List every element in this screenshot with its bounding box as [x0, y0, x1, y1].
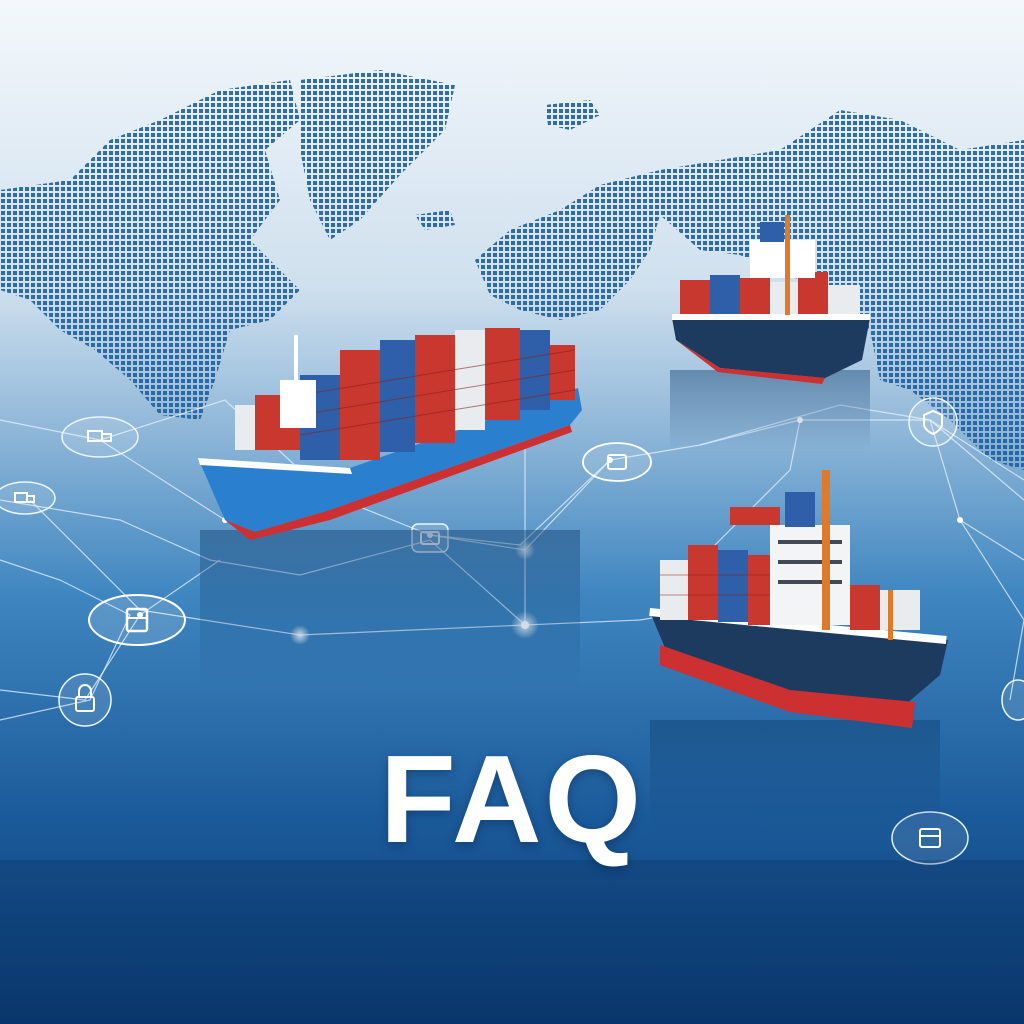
ship-hull: [198, 388, 582, 532]
ship-hull: [672, 318, 870, 378]
shield-icon: [908, 397, 958, 447]
ship-bridge: [280, 380, 316, 428]
ship-containers: [235, 328, 576, 460]
container-icon: [582, 442, 652, 482]
map-europe: [475, 185, 660, 320]
container-ship-large: [198, 328, 582, 540]
world-map: [0, 70, 1024, 470]
map-north-america: [0, 80, 300, 420]
ship-bridge: [750, 240, 815, 278]
map-greenland: [300, 70, 455, 240]
map-iceland: [415, 210, 455, 230]
location-pin-icon: [1001, 679, 1024, 721]
lock-icon: [58, 673, 112, 727]
box-icon: [88, 594, 186, 646]
truck-icon: [61, 416, 139, 458]
container-ship-foreground: [649, 470, 948, 728]
ship-containers: [660, 545, 920, 630]
ship-reflections: [200, 370, 940, 840]
faq-title: FAQ: [380, 731, 644, 869]
container-ship-distant: [672, 215, 870, 384]
ship-containers: [680, 272, 860, 314]
map-asia: [600, 110, 1024, 470]
map-svalbard: [545, 100, 600, 130]
truck-icon: [0, 481, 56, 515]
